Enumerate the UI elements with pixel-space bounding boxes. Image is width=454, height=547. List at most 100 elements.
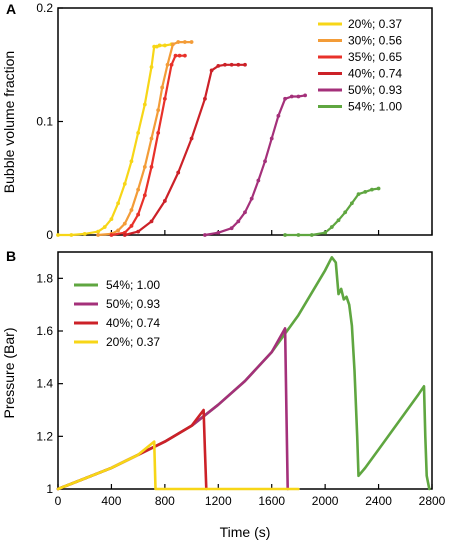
panel-a-data-point xyxy=(216,63,221,68)
panel-a-data-point xyxy=(249,196,254,201)
panel-b-x-tick-label: 0 xyxy=(55,494,62,508)
panel-a-data-point xyxy=(309,233,314,237)
panel-a-data-point xyxy=(173,53,178,58)
panel-a-data-point xyxy=(142,193,147,198)
legend-label: 40%; 0.74 xyxy=(106,316,160,330)
panel-b: B Pressure (Bar) 1 1.2 1.4 1.6 1.8 0 400 800 120… xyxy=(1,248,446,540)
panel-a-series-line-30-0-56 xyxy=(96,40,193,237)
panel-a-data-point xyxy=(229,62,234,67)
panel-a-data-point xyxy=(149,219,154,224)
panel-a-data-point xyxy=(116,201,121,206)
panel-a: A Bubble volume fraction 0 0.1 0.2 20%; 0.… xyxy=(1,1,433,242)
panel-b-x-tick-label: 2800 xyxy=(419,494,446,508)
panel-a-data-point xyxy=(56,233,60,237)
panel-a-data-point xyxy=(82,231,87,236)
panel-a-y-tick-label: 0 xyxy=(46,228,53,242)
panel-a-data-point xyxy=(236,62,241,67)
panel-a-data-point xyxy=(276,113,281,118)
legend-label: 54%; 1.00 xyxy=(106,278,160,292)
panel-a-data-point xyxy=(136,212,141,217)
panel-a-data-point xyxy=(369,187,374,192)
panel-a-data-point xyxy=(136,187,141,192)
panel-a-y-axis-label: Bubble volume fraction xyxy=(1,51,17,193)
panel-a-series-line-50-0-93 xyxy=(203,94,307,237)
panel-a-data-point xyxy=(296,94,301,99)
panel-a-data-point xyxy=(162,96,167,101)
panel-a-legend: 20%; 0.37 30%; 0.56 35%; 0.65 40%; 0.74 50%;… xyxy=(318,17,402,114)
panel-b-y-tick-label: 1.8 xyxy=(36,271,53,285)
panel-b-y-axis-label: Pressure (Bar) xyxy=(1,327,17,418)
panel-a-data-point xyxy=(376,186,381,191)
panel-a-data-point xyxy=(162,43,167,48)
panel-a-data-point xyxy=(116,228,121,233)
panel-a-data-point xyxy=(189,40,194,44)
panel-a-data-point xyxy=(243,210,247,215)
panel-a-data-point xyxy=(109,233,114,237)
panel-b-y-tick-label: 1 xyxy=(46,482,53,496)
panel-a-data-point xyxy=(349,201,354,206)
panel-a-series-line-40-0-74 xyxy=(123,63,247,237)
panel-a-data-point xyxy=(243,62,247,67)
panel-a-data-point xyxy=(96,229,100,234)
panel-b-series xyxy=(56,255,431,491)
panel-a-data-point xyxy=(162,199,167,203)
panel-a-data-point xyxy=(177,53,182,58)
panel-a-data-point xyxy=(269,136,274,141)
panel-a-series xyxy=(56,40,381,237)
panel-a-data-point xyxy=(156,108,161,113)
panel-a-data-point xyxy=(129,208,134,212)
panel-b-x-tick-label: 400 xyxy=(101,494,121,508)
panel-a-data-point xyxy=(329,225,334,229)
legend-label: 50%; 0.93 xyxy=(348,83,402,97)
panel-a-data-point xyxy=(283,96,287,101)
panel-a-data-point xyxy=(129,159,134,164)
panel-a-data-point xyxy=(356,192,361,197)
panel-a-data-point xyxy=(182,53,187,58)
panel-b-y-tick-label: 1.6 xyxy=(36,324,53,338)
legend-label: 54%; 1.00 xyxy=(348,100,402,114)
legend-label: 20%; 0.37 xyxy=(348,17,402,31)
legend-label: 20%; 0.37 xyxy=(106,335,160,349)
panel-a-data-point xyxy=(149,65,154,69)
panel-a-data-point xyxy=(263,159,267,164)
panel-a-data-point xyxy=(102,225,107,229)
panel-b-series-line-40-0-74 xyxy=(56,408,208,491)
panel-b-series-line-54-1-00 xyxy=(56,255,431,491)
panel-a-data-point xyxy=(289,94,294,99)
legend-label: 40%; 0.74 xyxy=(348,67,402,81)
legend-label: 30%; 0.56 xyxy=(348,34,402,48)
panel-b-x-tick-label: 1200 xyxy=(205,494,232,508)
panel-b-label: B xyxy=(6,248,16,264)
panel-a-data-point xyxy=(323,230,328,235)
panel-a-data-point xyxy=(69,233,74,237)
panel-a-data-point xyxy=(169,62,174,67)
panel-a-data-point xyxy=(170,42,175,47)
panel-b-y-tick-label: 1.4 xyxy=(36,377,53,391)
panel-a-data-point xyxy=(96,233,100,237)
panel-a-data-point xyxy=(283,233,287,237)
panel-b-x-tick-label: 1600 xyxy=(258,494,285,508)
panel-a-data-point xyxy=(189,136,194,141)
panel-b-series-line-50-0-93 xyxy=(56,327,290,491)
panel-b-x-tick-label: 2400 xyxy=(365,494,392,508)
panel-a-data-point xyxy=(109,217,114,222)
panel-a-data-point xyxy=(336,218,341,223)
panel-a-data-point xyxy=(152,44,157,49)
panel-a-data-point xyxy=(363,189,368,194)
panel-a-y-tick-label: 0.1 xyxy=(36,115,53,129)
x-axis-label: Time (s) xyxy=(220,524,271,540)
panel-a-data-point xyxy=(296,233,301,237)
panel-a-data-point xyxy=(149,136,154,141)
panel-a-data-point xyxy=(203,233,207,237)
panel-a-label: A xyxy=(6,1,16,17)
panel-a-data-point xyxy=(236,219,241,224)
panel-a-data-point xyxy=(216,230,221,235)
panel-a-data-point xyxy=(343,210,348,215)
panel-b-x-tick-label: 800 xyxy=(155,494,175,508)
panel-a-data-point xyxy=(256,178,261,183)
legend-label: 35%; 0.65 xyxy=(348,50,402,64)
panel-a-data-point xyxy=(122,221,127,226)
panel-a-data-point xyxy=(176,170,181,175)
panel-a-data-point xyxy=(165,62,170,67)
